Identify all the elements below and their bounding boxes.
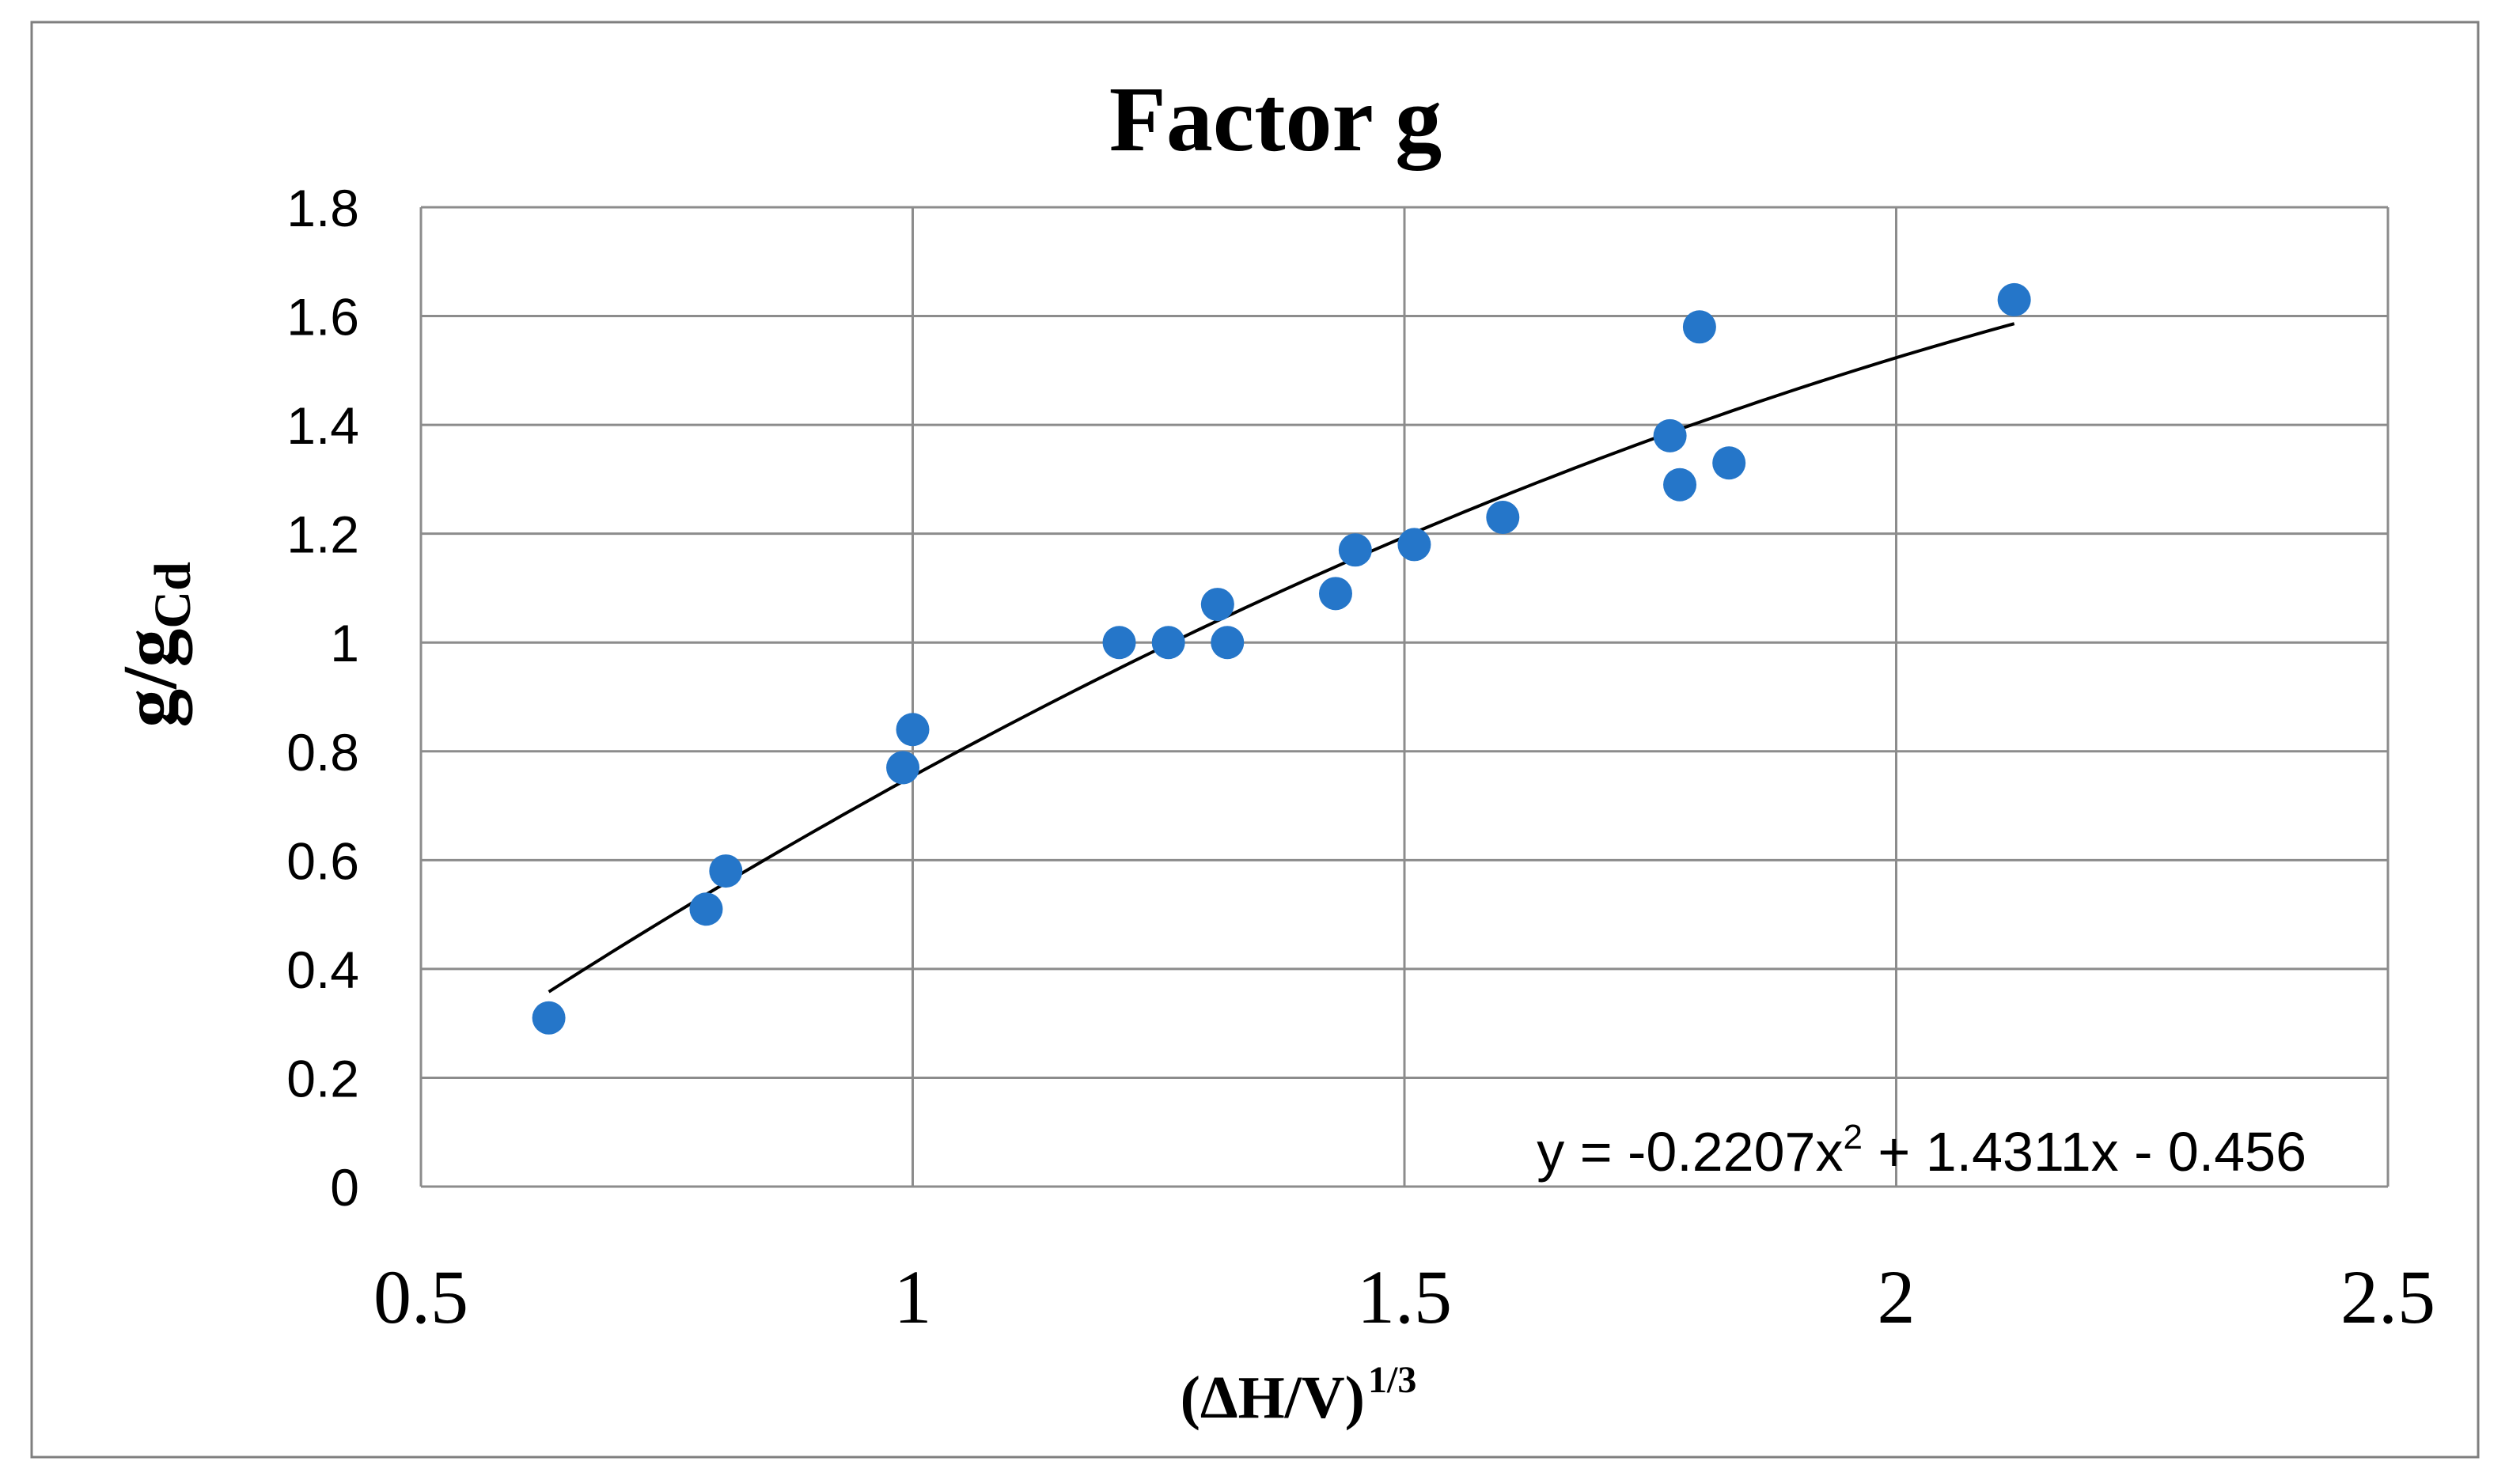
y-tick-label: 1.2	[286, 505, 359, 564]
x-tick-label: 2	[1878, 1255, 1916, 1339]
chart-frame	[30, 21, 2480, 1459]
y-axis-label-group: g/gCd	[108, 562, 202, 728]
trendline-equation-superscript: 2	[1843, 1118, 1862, 1157]
grid-layer	[419, 206, 2390, 1188]
data-point	[1318, 577, 1352, 611]
y-axis-label-subscript: Cd	[144, 562, 202, 628]
data-point	[1102, 626, 1136, 660]
y-tick-label: 1.8	[286, 179, 359, 237]
trendline-equation-suffix: + 1.4311x - 0.456	[1863, 1121, 2306, 1183]
trendline-layer	[548, 322, 2015, 994]
data-point	[1997, 282, 2031, 316]
trendline	[548, 322, 2015, 994]
chart-title: Factor g	[1109, 67, 1442, 171]
x-tick-labels: 0.5 1 1.5 2 2.5	[373, 1255, 2435, 1339]
y-tick-label: 0	[330, 1158, 359, 1217]
x-axis-label: (ΔH/V)	[1181, 1365, 1365, 1431]
y-axis-label-main: g/g	[108, 629, 193, 728]
x-tick-label: 2.5	[2340, 1255, 2435, 1339]
y-tick-labels: 0 0.2 0.4 0.6 0.8 1 1.2 1.4 1.6 1.8	[286, 179, 359, 1217]
y-tick-label: 1	[330, 614, 359, 672]
y-tick-label: 0.2	[286, 1049, 359, 1107]
x-axis-label-superscript: 1/3	[1368, 1359, 1416, 1401]
data-point	[709, 854, 743, 888]
data-point	[1338, 533, 1372, 567]
trendline-equation: y = -0.2207x2 + 1.4311x - 0.456	[1537, 1118, 2306, 1183]
trendline-equation-prefix: y = -0.2207x	[1537, 1121, 1843, 1183]
data-point	[1151, 626, 1185, 660]
data-point	[1211, 626, 1245, 660]
data-point	[532, 1001, 566, 1035]
data-point	[1200, 588, 1234, 622]
data-point	[886, 751, 920, 785]
x-tick-label: 1.5	[1357, 1255, 1452, 1339]
y-axis-label: g/gCd	[108, 562, 202, 728]
data-point	[1663, 468, 1697, 502]
data-point	[1397, 528, 1431, 562]
x-tick-label: 1	[894, 1255, 932, 1339]
data-point	[1712, 446, 1746, 480]
data-point	[1682, 310, 1716, 344]
y-tick-label: 1.4	[286, 396, 359, 455]
data-point	[1486, 501, 1520, 535]
data-point	[1653, 418, 1687, 452]
data-points	[532, 282, 2031, 1035]
data-point	[896, 713, 930, 747]
y-tick-label: 1.6	[286, 288, 359, 346]
y-tick-label: 0.6	[286, 831, 359, 890]
data-point	[689, 892, 723, 926]
y-tick-label: 0.4	[286, 941, 359, 999]
x-tick-label: 0.5	[373, 1255, 468, 1339]
y-tick-label: 0.8	[286, 723, 359, 782]
